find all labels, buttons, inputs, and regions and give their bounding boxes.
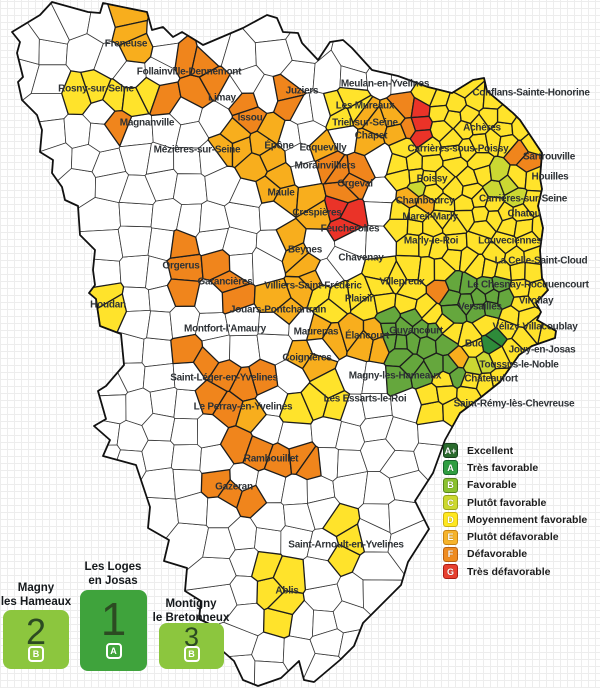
svg-text:Mézières-sur-Seine: Mézières-sur-Seine xyxy=(154,145,241,156)
svg-text:Maule: Maule xyxy=(267,188,295,199)
svg-text:Villepreux: Villepreux xyxy=(379,277,425,288)
svg-text:Élancourt: Élancourt xyxy=(345,329,390,342)
svg-text:Mareil-Marly: Mareil-Marly xyxy=(402,212,458,223)
svg-text:Follainville-Dennemont: Follainville-Dennemont xyxy=(137,67,242,78)
svg-text:Limay: Limay xyxy=(208,93,236,104)
svg-text:Gazeran: Gazeran xyxy=(215,482,253,493)
svg-text:Rosny-sur-Seine: Rosny-sur-Seine xyxy=(58,84,134,95)
svg-text:Maurepas: Maurepas xyxy=(294,327,339,338)
svg-text:Magnanville: Magnanville xyxy=(120,118,175,129)
svg-text:Les Mureaux: Les Mureaux xyxy=(336,101,395,112)
svg-text:Montfort-l'Amaury: Montfort-l'Amaury xyxy=(184,324,267,335)
svg-text:Ecquevilly: Ecquevilly xyxy=(300,143,348,154)
svg-text:Feucherolles: Feucherolles xyxy=(321,224,380,235)
svg-text:Conflans-Sainte-Honorine: Conflans-Sainte-Honorine xyxy=(472,88,590,99)
svg-text:Vélizy-Villacoublay: Vélizy-Villacoublay xyxy=(492,322,578,333)
svg-text:Marly-le-Roi: Marly-le-Roi xyxy=(404,236,459,247)
svg-text:Châteaufort: Châteaufort xyxy=(464,374,518,385)
svg-text:Ablis: Ablis xyxy=(275,586,299,597)
svg-text:Poissy: Poissy xyxy=(417,174,448,185)
svg-text:Juziers: Juziers xyxy=(286,86,319,97)
svg-text:Saint-Arnoult-en-Yvelines: Saint-Arnoult-en-Yvelines xyxy=(288,540,404,551)
svg-text:Carrières-sous-Poissy: Carrières-sous-Poissy xyxy=(408,144,510,155)
svg-text:Toussus-le-Noble: Toussus-le-Noble xyxy=(479,360,559,371)
svg-text:Morainvilliers: Morainvilliers xyxy=(295,161,357,172)
svg-text:Garancières: Garancières xyxy=(197,277,253,288)
svg-text:Le Perray-en-Yvelines: Le Perray-en-Yvelines xyxy=(194,402,293,413)
svg-text:Le Chesnay-Rocquencourt: Le Chesnay-Rocquencourt xyxy=(467,280,589,291)
svg-text:Magny-les-Hameaux: Magny-les-Hameaux xyxy=(349,371,442,382)
svg-text:Triel-sur-Seine: Triel-sur-Seine xyxy=(332,118,398,129)
svg-text:Saint-Rémy-lès-Chevreuse: Saint-Rémy-lès-Chevreuse xyxy=(454,399,575,410)
svg-text:Chavenay: Chavenay xyxy=(338,253,384,264)
svg-text:Épône: Épône xyxy=(264,139,294,152)
svg-text:Saint-Léger-en-Yvelines: Saint-Léger-en-Yvelines xyxy=(170,373,278,384)
svg-text:Freneuse: Freneuse xyxy=(105,39,148,50)
svg-text:Buc: Buc xyxy=(465,339,484,350)
svg-text:Houilles: Houilles xyxy=(532,172,570,183)
svg-text:Sartrouville: Sartrouville xyxy=(523,152,576,163)
svg-text:Issou: Issou xyxy=(238,113,263,124)
svg-text:Orgerus: Orgerus xyxy=(162,261,200,272)
svg-text:Villiers-Saint-Frédéric: Villiers-Saint-Frédéric xyxy=(264,281,362,292)
svg-text:Crespières: Crespières xyxy=(292,208,342,219)
svg-text:Houdan: Houdan xyxy=(90,300,126,311)
svg-text:Coignières: Coignières xyxy=(282,353,332,364)
svg-text:Chapet: Chapet xyxy=(355,131,388,142)
svg-text:Carrières-sur-Seine: Carrières-sur-Seine xyxy=(479,194,568,205)
svg-text:La Celle-Saint-Cloud: La Celle-Saint-Cloud xyxy=(495,256,588,267)
svg-text:Viroflay: Viroflay xyxy=(519,296,554,307)
svg-text:Chatou: Chatou xyxy=(508,209,541,220)
svg-text:Jouars-Pontchartrain: Jouars-Pontchartrain xyxy=(230,305,326,316)
svg-text:Achères: Achères xyxy=(463,123,501,134)
svg-text:Chambourcy: Chambourcy xyxy=(396,196,455,207)
svg-text:Beynes: Beynes xyxy=(288,245,323,256)
svg-text:Versailles: Versailles xyxy=(458,302,502,313)
svg-text:Jouy-en-Josas: Jouy-en-Josas xyxy=(509,345,576,356)
svg-text:Les Essarts-le-Roi: Les Essarts-le-Roi xyxy=(324,394,407,405)
svg-text:Plaisir: Plaisir xyxy=(345,294,374,305)
svg-text:Louveciennes: Louveciennes xyxy=(478,236,542,247)
svg-text:Rambouillet: Rambouillet xyxy=(244,454,299,465)
svg-text:Orgeval: Orgeval xyxy=(337,179,373,190)
svg-text:Meulan-en-Yvelines: Meulan-en-Yvelines xyxy=(341,79,430,90)
svg-text:Guyancourt: Guyancourt xyxy=(389,326,444,337)
